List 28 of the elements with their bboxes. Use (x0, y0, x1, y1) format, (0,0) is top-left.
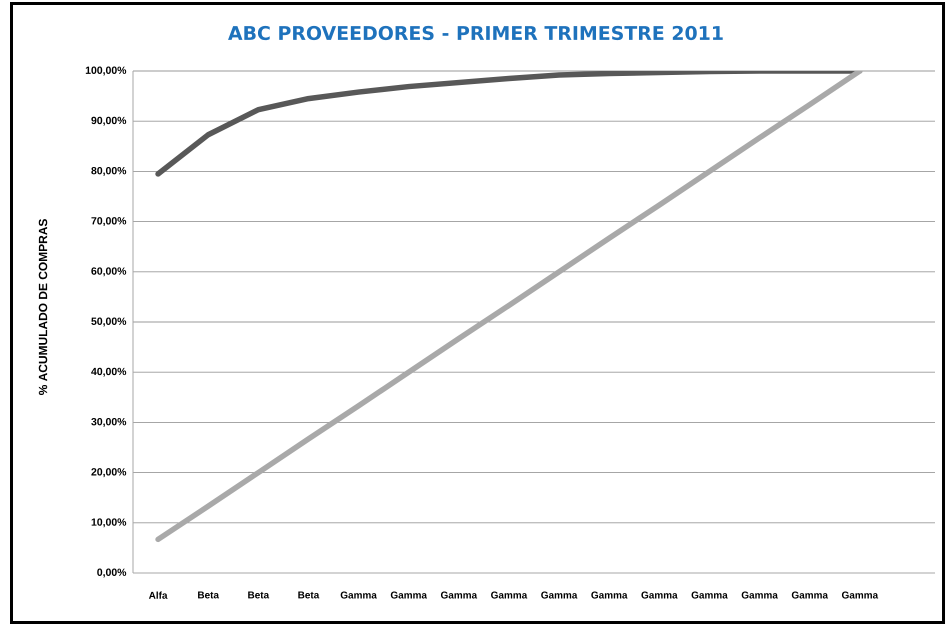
y-tick-label: 100,00% (86, 66, 126, 76)
y-tick-label: 50,00% (91, 318, 126, 326)
x-tick-label: Gamma (742, 592, 778, 599)
y-axis-title: % ACUMULADO DE COMPRAS (38, 219, 48, 395)
x-tick-label: Gamma (842, 592, 878, 599)
y-tick-label: 70,00% (91, 217, 126, 226)
y-tick-label: 80,00% (91, 166, 126, 176)
chart-title: ABC PROVEEDORES - PRIMER TRIMESTRE 2011 (228, 26, 723, 40)
x-tick-label: Alfa (148, 592, 168, 599)
x-tick-label: Gamma (641, 592, 678, 599)
x-tick-label: Gamma (792, 592, 828, 599)
y-tick-label: 0,00% (97, 568, 126, 578)
x-tick-label: Gamma (390, 592, 428, 599)
x-tick-label: Beta (198, 592, 220, 598)
y-tick-label: 90,00% (91, 116, 126, 126)
x-tick-label: Gamma (340, 592, 377, 599)
x-tick-label: Gamma (440, 592, 478, 599)
y-tick-label: 60,00% (91, 267, 126, 276)
x-tick-label: Gamma (541, 592, 578, 599)
y-tick-label: 20,00% (91, 468, 126, 478)
x-tick-label: Gamma (491, 592, 528, 599)
y-tick-label: 10,00% (92, 518, 126, 528)
x-tick-label: Beta (248, 592, 270, 598)
x-tick-label: Gamma (591, 592, 628, 599)
y-tick-label: 40,00% (91, 368, 126, 377)
y-tick-label: 30,00% (91, 418, 126, 427)
x-tick-label: Beta (298, 592, 320, 598)
x-tick-label: Gamma (692, 592, 728, 599)
